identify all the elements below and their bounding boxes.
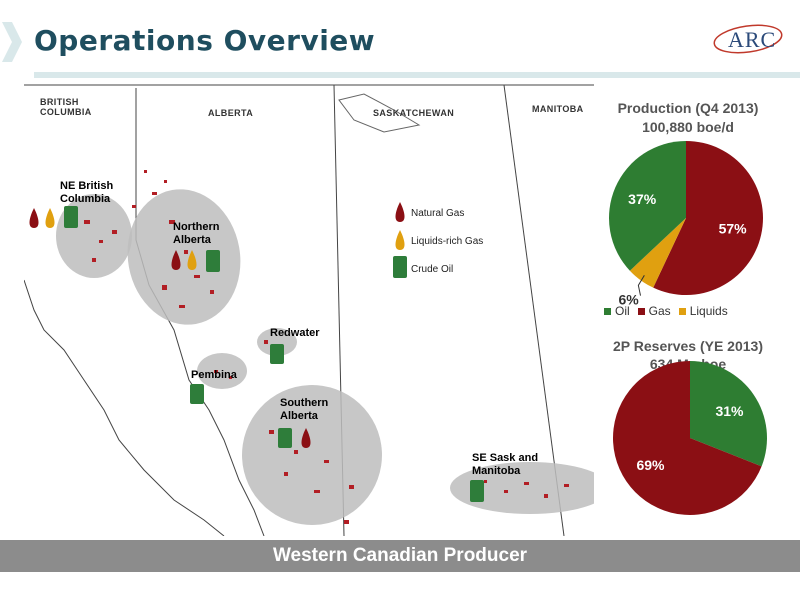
page-title: Operations Overview [34, 24, 376, 57]
production-leader-liquids [637, 275, 645, 296]
gas-drop-icon [171, 250, 181, 270]
legend-swatch-liquids [678, 307, 686, 315]
legend-label-liquids: Liquids [689, 304, 728, 318]
legend-liquids-rich-gas: Liquids-rich Gas [411, 236, 483, 247]
legend-crude-oil-label: Crude Oil [411, 264, 454, 275]
region-label-se-sask: SE Sask and Manitoba [472, 452, 539, 477]
reserves-chart-title: 2P Reserves (YE 2013) [613, 338, 763, 354]
se-sask-barrel-icon [470, 480, 484, 502]
southern-alberta-icons [278, 428, 311, 448]
reserves-label-oil: 31% [715, 403, 744, 419]
western-canada-map [24, 80, 594, 536]
legend-label-oil: Oil [615, 304, 630, 318]
production-label-liquids: 6% [619, 292, 640, 308]
production-slice-oil [609, 141, 686, 271]
region-label-redwater: Redwater [270, 327, 320, 339]
bc-coastline [24, 279, 225, 536]
reserves-slice-gas [613, 361, 762, 515]
oil-barrel-icon [64, 206, 78, 228]
legend-liquids-rich-gas-label: Liquids-rich Gas [411, 236, 484, 247]
footer-bar: Western Canadian Producer [0, 540, 800, 572]
gas-drop-icon [29, 208, 39, 228]
province-label-manitoba: MANITOBA [532, 104, 584, 114]
sask-manitoba-border [503, 84, 565, 536]
legend-natural-gas: Natural Gas [411, 208, 464, 219]
legend-entry-liquids: Liquids [678, 304, 728, 318]
redwater-barrel-icon [270, 344, 284, 364]
legend-swatch-gas [637, 307, 645, 315]
oil-barrel-icon [278, 428, 292, 448]
ne-bc-icons [29, 206, 78, 228]
lake-athabasca [338, 93, 421, 133]
oil-barrel-icon [206, 250, 220, 272]
legend-liquids-drop-icon [395, 230, 405, 250]
field-markers [84, 170, 569, 524]
chevron-icon [2, 22, 22, 62]
legend-oil-barrel-icon [393, 256, 407, 278]
province-label-alberta: ALBERTA [208, 108, 254, 118]
legend-entry-oil: Oil [604, 304, 630, 318]
region-label-northern-alberta: Northern Alberta [173, 221, 220, 246]
region-label-ne-bc: NE British Columbia [60, 180, 114, 205]
production-slice-gas [653, 141, 763, 295]
legend-crude-oil: Crude Oil [411, 264, 453, 275]
northern-alberta-icons [171, 250, 220, 272]
region-label-pembina: Pembina [191, 369, 237, 381]
pembina-barrel-icon [190, 384, 204, 404]
reserves-label-gas: 69% [636, 457, 665, 473]
production-label-gas: 57% [719, 220, 748, 236]
region-se-sask [450, 462, 594, 514]
region-label-southern-alberta: Southern Alberta [280, 397, 329, 422]
liquids-drop-icon [45, 208, 55, 228]
province-label-bc: BRITISH COLUMBIA [40, 97, 92, 117]
region-southern-alberta [242, 385, 382, 525]
legend-swatch-oil [604, 307, 611, 315]
legend-gas-drop-icon [395, 202, 405, 222]
gas-drop-icon [301, 428, 311, 448]
liquids-drop-icon [187, 250, 197, 270]
production-chart-legend: Oil Gas Liquids [604, 304, 736, 318]
header-rule [34, 72, 800, 78]
production-chart-subtitle: 100,880 boe/d [642, 119, 734, 135]
reserves-slice-oil [690, 360, 767, 467]
region-pembina [197, 353, 247, 389]
production-slice-liquids [629, 218, 686, 288]
legend-label-gas: Gas [648, 304, 671, 318]
arc-logo [713, 24, 783, 54]
pie-charts: 57% 6% 37% 31% 69% [609, 141, 767, 515]
production-chart-title: Production (Q4 2013) [617, 100, 759, 116]
province-label-saskatchewan: SASKATCHEWAN [373, 108, 455, 118]
legend-entry-gas: Gas [637, 304, 671, 318]
legend-natural-gas-label: Natural Gas [411, 208, 465, 219]
region-redwater [257, 328, 297, 356]
production-label-oil: 37% [628, 191, 657, 207]
logo-text: ARC [728, 27, 777, 52]
footer-text: Western Canadian Producer [272, 545, 528, 566]
